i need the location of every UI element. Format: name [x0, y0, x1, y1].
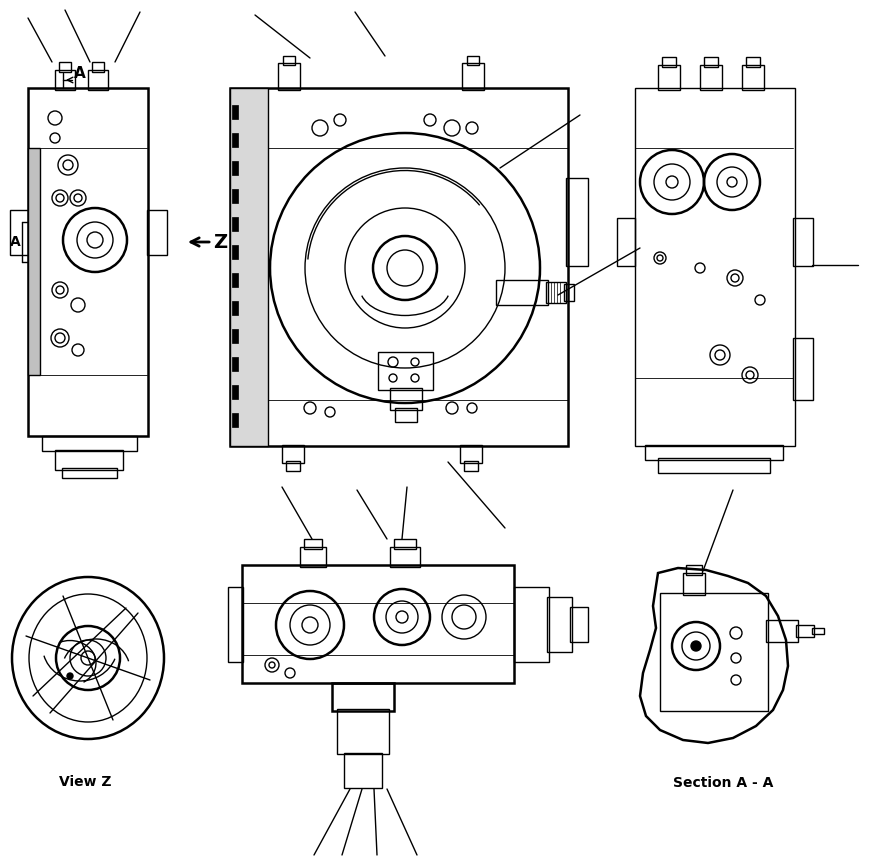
Bar [232, 385, 238, 399]
Text: Section A - A: Section A - A [673, 776, 773, 790]
Bar [232, 273, 238, 287]
Text: A: A [74, 65, 86, 81]
Bar [10, 210, 30, 255]
Bar [635, 88, 795, 446]
Bar [230, 88, 568, 446]
Text: Z: Z [213, 232, 227, 251]
Bar [283, 56, 295, 65]
Bar [337, 709, 389, 754]
Bar [645, 445, 783, 460]
Bar [232, 357, 238, 371]
Bar [300, 547, 326, 567]
Bar [278, 63, 300, 90]
Bar [658, 65, 680, 90]
Bar [282, 445, 304, 463]
Bar [390, 547, 420, 567]
Bar [662, 57, 676, 67]
Bar [460, 445, 482, 463]
Bar [232, 105, 238, 119]
Bar [232, 217, 238, 231]
Bar [344, 753, 382, 788]
Bar [683, 573, 705, 595]
Bar [232, 413, 238, 427]
Bar [564, 284, 574, 301]
Bar [42, 436, 137, 451]
Bar [232, 245, 238, 259]
Bar [286, 461, 300, 471]
Bar [228, 587, 243, 662]
Bar [232, 133, 238, 147]
Bar [686, 565, 702, 575]
Bar [547, 597, 572, 652]
Text: A: A [10, 235, 20, 249]
Bar [566, 178, 588, 266]
Text: View Z: View Z [59, 775, 111, 789]
Bar [395, 408, 417, 422]
Bar [546, 282, 566, 303]
Bar [59, 62, 71, 72]
Bar [230, 88, 268, 446]
Bar [55, 70, 75, 90]
Bar [704, 57, 718, 67]
Bar [232, 189, 238, 203]
Bar [742, 65, 764, 90]
Bar [467, 56, 479, 65]
Bar [496, 280, 548, 305]
Bar [55, 450, 123, 470]
Bar [462, 63, 484, 90]
Bar [700, 65, 722, 90]
Bar [232, 329, 238, 343]
Circle shape [67, 673, 73, 679]
Bar [617, 218, 635, 266]
Bar [92, 62, 104, 72]
Bar [464, 461, 478, 471]
Bar [793, 218, 813, 266]
Bar [514, 587, 549, 662]
Bar [746, 57, 760, 67]
Bar [796, 625, 814, 637]
Bar [242, 565, 514, 683]
Bar [28, 88, 148, 436]
Bar [793, 338, 813, 400]
Bar [812, 628, 824, 634]
Bar [394, 539, 416, 549]
Bar [332, 683, 394, 711]
Bar [28, 148, 40, 375]
Bar [88, 70, 108, 90]
Bar [378, 352, 433, 390]
Bar [390, 388, 422, 410]
Bar [147, 210, 167, 255]
Bar [766, 620, 798, 642]
Bar [658, 458, 770, 473]
Bar [232, 301, 238, 315]
Bar [304, 539, 322, 549]
Bar [62, 468, 117, 478]
Bar [570, 607, 588, 642]
Bar [660, 593, 768, 711]
Bar [232, 161, 238, 175]
Circle shape [691, 641, 701, 651]
